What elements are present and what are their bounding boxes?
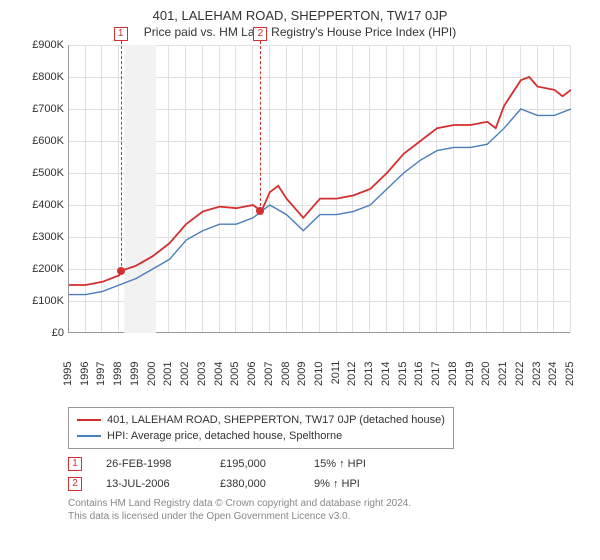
x-axis-label: 2020	[480, 361, 492, 385]
transaction-marker: 2	[68, 477, 82, 491]
chart-marker-box: 1	[114, 27, 128, 41]
footer-line-2: This data is licensed under the Open Gov…	[68, 510, 588, 523]
x-axis-label: 2010	[313, 361, 325, 385]
x-axis-label: 2011	[330, 361, 342, 385]
footer-line-1: Contains HM Land Registry data © Crown c…	[68, 497, 588, 510]
y-axis-label: £200K	[20, 263, 64, 275]
chart-title: 401, LALEHAM ROAD, SHEPPERTON, TW17 0JP	[12, 8, 588, 23]
chart-container: 401, LALEHAM ROAD, SHEPPERTON, TW17 0JP …	[0, 0, 600, 560]
x-axis-label: 2015	[397, 361, 409, 385]
x-axis-label: 2004	[213, 361, 225, 385]
transaction-date: 26-FEB-1998	[106, 458, 196, 470]
legend-label: HPI: Average price, detached house, Spel…	[107, 428, 342, 444]
x-axis-label: 1998	[112, 361, 124, 385]
transaction-price: £195,000	[220, 458, 290, 470]
x-axis-label: 2005	[229, 361, 241, 385]
legend-item: HPI: Average price, detached house, Spel…	[77, 428, 445, 444]
legend-item: 401, LALEHAM ROAD, SHEPPERTON, TW17 0JP …	[77, 412, 445, 428]
transaction-hpi: 15% ↑ HPI	[314, 458, 394, 470]
x-axis-label: 2024	[547, 361, 559, 385]
x-axis-label: 2002	[179, 361, 191, 385]
x-axis-label: 2000	[146, 361, 158, 385]
x-axis-label: 2022	[514, 361, 526, 385]
plot-region	[68, 45, 570, 333]
y-axis-label: £500K	[20, 167, 64, 179]
legend-swatch	[77, 435, 101, 437]
transaction-date: 13-JUL-2006	[106, 478, 196, 490]
y-axis-label: £600K	[20, 135, 64, 147]
x-axis-label: 1995	[62, 361, 74, 385]
y-axis-label: £300K	[20, 231, 64, 243]
chart-marker-dot	[117, 267, 125, 275]
x-axis-label: 2012	[346, 361, 358, 385]
legend-label: 401, LALEHAM ROAD, SHEPPERTON, TW17 0JP …	[107, 412, 445, 428]
chart-area: £0 £100K £200K £300K £400K £500K £600K £700K £80…	[20, 45, 580, 365]
attribution-footer: Contains HM Land Registry data © Crown c…	[68, 497, 588, 523]
x-axis-label: 2001	[162, 361, 174, 385]
x-axis-label: 2008	[280, 361, 292, 385]
x-axis-label: 1999	[129, 361, 141, 385]
x-axis-label: 1996	[79, 361, 91, 385]
x-axis-label: 2023	[531, 361, 543, 385]
y-axis-label: £700K	[20, 103, 64, 115]
x-axis-label: 2021	[497, 361, 509, 385]
x-axis-label: 2018	[447, 361, 459, 385]
x-axis-label: 2013	[363, 361, 375, 385]
chart-subtitle: Price paid vs. HM Land Registry's House …	[12, 25, 588, 39]
transaction-hpi: 9% ↑ HPI	[314, 478, 394, 490]
transaction-row: 1 26-FEB-1998 £195,000 15% ↑ HPI	[68, 457, 588, 471]
y-axis-label: £100K	[20, 295, 64, 307]
y-axis-label: £800K	[20, 71, 64, 83]
x-axis-label: 2007	[263, 361, 275, 385]
x-axis-label: 1997	[95, 361, 107, 385]
x-axis-label: 2009	[296, 361, 308, 385]
transaction-row: 2 13-JUL-2006 £380,000 9% ↑ HPI	[68, 477, 588, 491]
y-axis-label: £0	[20, 327, 64, 339]
transaction-price: £380,000	[220, 478, 290, 490]
x-axis-label: 2016	[413, 361, 425, 385]
x-axis-label: 2017	[430, 361, 442, 385]
legend: 401, LALEHAM ROAD, SHEPPERTON, TW17 0JP …	[68, 407, 454, 449]
line-chart-svg	[69, 45, 571, 333]
x-axis-label: 2014	[380, 361, 392, 385]
chart-marker-box: 2	[253, 27, 267, 41]
x-axis-label: 2006	[246, 361, 258, 385]
legend-swatch	[77, 419, 101, 421]
x-axis-label: 2025	[564, 361, 576, 385]
y-axis-label: £900K	[20, 39, 64, 51]
x-axis-label: 2019	[464, 361, 476, 385]
chart-marker-dot	[256, 207, 264, 215]
x-axis-label: 2003	[196, 361, 208, 385]
y-axis-label: £400K	[20, 199, 64, 211]
transaction-rows: 1 26-FEB-1998 £195,000 15% ↑ HPI 2 13-JU…	[68, 457, 588, 491]
transaction-marker: 1	[68, 457, 82, 471]
